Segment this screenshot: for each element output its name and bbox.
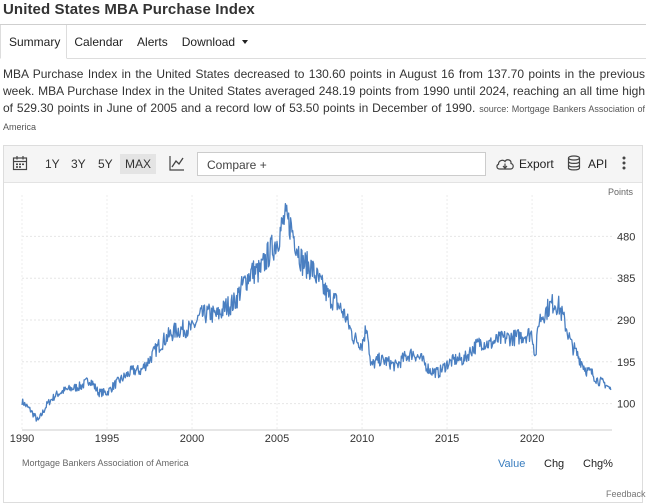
range-1y-button[interactable]: 1Y <box>45 157 60 171</box>
chart-toolbar: 1Y 3Y 5Y MAX Compare + Export <box>4 146 642 183</box>
more-vertical-icon[interactable] <box>621 155 627 176</box>
y-axis-label: Points <box>608 187 634 197</box>
tab-download-label: Download <box>181 34 236 49</box>
description-source: source: Mortgage Bankers Association of … <box>3 104 645 132</box>
title-divider <box>0 24 646 25</box>
x-tick-label: 2010 <box>350 433 374 445</box>
x-tick-label: 2005 <box>265 433 289 445</box>
y-tick-label: 385 <box>617 273 635 285</box>
mode-chg-button[interactable]: Chg <box>544 458 565 470</box>
cloud-download-icon[interactable] <box>495 156 515 177</box>
tab-bar: Summary Calendar Alerts Download <box>0 25 646 59</box>
y-tick-label: 100 <box>617 399 635 411</box>
page-title: United States MBA Purchase Index <box>3 1 255 18</box>
caret-down-icon <box>242 39 249 44</box>
mode-value-button[interactable]: Value <box>498 458 526 470</box>
range-max-button[interactable]: MAX <box>120 154 157 174</box>
database-icon[interactable] <box>567 155 581 176</box>
x-tick-label: 2015 <box>435 433 459 445</box>
tab-download[interactable]: Download <box>175 25 255 58</box>
description-text: MBA Purchase Index in the United States … <box>3 67 645 115</box>
x-tick-label: 2020 <box>520 433 544 445</box>
line-chart-icon[interactable] <box>169 155 185 176</box>
chart-source: Mortgage Bankers Association of America <box>22 458 189 468</box>
chart-panel: 1Y 3Y 5Y MAX Compare + Export <box>3 145 643 503</box>
x-tick-label: 1990 <box>10 433 34 445</box>
y-tick-label: 290 <box>617 315 635 327</box>
mode-chg-pct-button[interactable]: Chg% <box>583 458 613 470</box>
x-tick-label: 1995 <box>95 433 119 445</box>
calendar-icon[interactable] <box>12 155 28 176</box>
series-line <box>21 202 612 422</box>
compare-input[interactable]: Compare + <box>197 152 486 176</box>
tab-alerts[interactable]: Alerts <box>137 34 168 49</box>
range-3y-button[interactable]: 3Y <box>71 157 86 171</box>
export-button[interactable]: Export <box>519 157 554 171</box>
feedback-link[interactable]: Feedback <box>606 489 646 499</box>
x-tick-label: 2000 <box>180 433 204 445</box>
api-button[interactable]: API <box>588 157 608 171</box>
y-tick-label: 195 <box>617 357 635 369</box>
description: MBA Purchase Index in the United States … <box>3 66 645 136</box>
tab-summary[interactable]: Summary <box>0 25 68 59</box>
y-tick-label: 480 <box>617 231 635 243</box>
range-5y-button[interactable]: 5Y <box>98 157 113 171</box>
tab-calendar[interactable]: Calendar <box>74 34 124 49</box>
